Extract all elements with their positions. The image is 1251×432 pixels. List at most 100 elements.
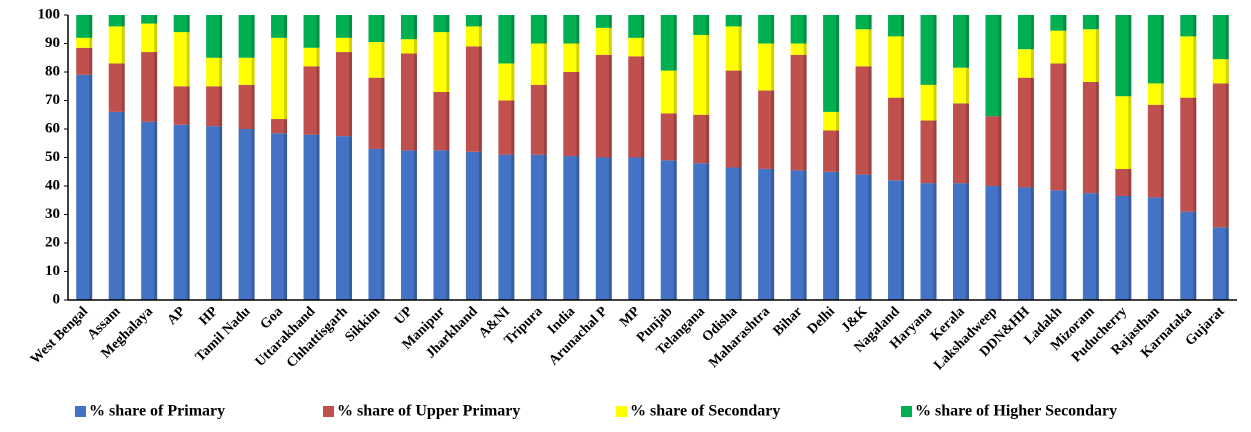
bar-segment-shade (316, 15, 320, 48)
bar-segment-shade (706, 15, 710, 35)
bar-segment (400, 15, 417, 40)
y-tick-label: 30 (45, 206, 60, 222)
bar-segment (855, 174, 872, 300)
bar-segment-shade (413, 150, 417, 300)
bar-segment (238, 57, 255, 85)
bar-segment-shade (154, 23, 158, 53)
bar-segment-shade (1193, 15, 1197, 37)
x-tick-label: MP (617, 304, 643, 330)
bar-segment-shade (186, 86, 190, 125)
bar-segment-shade (1030, 15, 1034, 50)
bar-segment (725, 26, 742, 71)
bar-segment (920, 84, 937, 121)
bar-segment (336, 37, 353, 53)
bar-segment (725, 15, 742, 27)
bar-segment-shade (284, 119, 288, 134)
bar-segment-shade (1063, 190, 1067, 300)
bar-segment-shade (1095, 15, 1099, 30)
bar-segment (985, 186, 1002, 300)
bar-segment-shade (1063, 15, 1067, 31)
bar-segment (660, 160, 677, 300)
bar-segment-shade (965, 183, 969, 300)
bar-segment-shade (511, 63, 515, 101)
bar-segment-shade (1128, 195, 1132, 300)
bar-segment (238, 129, 255, 300)
x-tick-label: UP (392, 304, 416, 328)
bar-segment (530, 84, 547, 155)
bar-segment (433, 150, 450, 300)
bar-segment (628, 157, 645, 300)
bar-segment (823, 130, 840, 172)
x-tick-label: Bihar (771, 304, 806, 339)
bar-segment (660, 15, 677, 71)
bar-segment (693, 15, 710, 35)
bar-segment (920, 15, 937, 85)
bar-segment-shade (446, 91, 450, 151)
bar-segment-shade (868, 29, 872, 67)
bar-segment (108, 15, 125, 27)
bar-segment-shade (251, 84, 255, 129)
bar-segment (693, 163, 710, 300)
bar-segment (173, 32, 190, 87)
y-tick-label: 90 (45, 35, 60, 51)
legend-swatch (616, 406, 627, 417)
bar-segment (758, 90, 775, 169)
bar-segment-shade (284, 15, 288, 38)
bar-segment-shade (1095, 29, 1099, 82)
bar-segment-shade (933, 183, 937, 300)
bar-segment-shade (738, 70, 742, 168)
bar-segment (498, 100, 515, 155)
bar-segment-shade (219, 126, 223, 301)
bar-segment (1017, 187, 1034, 300)
bar-segment-shade (1030, 187, 1034, 300)
bar-segment-shade (738, 167, 742, 300)
bar-segment-shade (933, 84, 937, 121)
bar-segment-shade (576, 15, 580, 44)
bar-segment (368, 77, 385, 149)
bar-segment-shade (121, 111, 125, 301)
bar-segment (76, 74, 93, 300)
bar-segment-shade (576, 43, 580, 72)
bar-segment-shade (641, 56, 645, 158)
bar-segment (76, 15, 93, 38)
bar-segment-shade (1030, 49, 1034, 78)
x-tick-label: Goa (258, 304, 286, 332)
bar-segment (336, 136, 353, 300)
y-tick-label: 100 (38, 6, 61, 22)
x-tick-label: West Bengal (28, 304, 91, 367)
bar-segment-shade (251, 129, 255, 300)
bar-segment (1147, 197, 1164, 300)
bar-segment (1115, 15, 1132, 97)
bar-segment-shade (1160, 83, 1164, 105)
bar-segment (952, 183, 969, 300)
bar-segment (660, 113, 677, 161)
bar-segment (400, 39, 417, 54)
bar-segment-shade (673, 70, 677, 114)
bar-segment-shade (381, 77, 385, 149)
bar-segment (823, 15, 840, 112)
legend-swatch (323, 406, 334, 417)
bar-segment (173, 124, 190, 300)
bar-segment-shade (998, 15, 1002, 117)
bar-segment-shade (1128, 15, 1132, 97)
bar-segment (693, 114, 710, 164)
bar-segment-shade (608, 15, 612, 28)
bar-segment-shade (673, 15, 677, 71)
bar-segment-shade (413, 39, 417, 54)
legend-swatch (75, 406, 86, 417)
bar-segment (303, 47, 320, 67)
bar-segment-shade (608, 157, 612, 300)
bar-segment-shade (836, 171, 840, 300)
bar-segment-shade (933, 120, 937, 184)
bar-segment (141, 121, 158, 300)
bar-segment (173, 15, 190, 33)
bar-segment-shade (1063, 30, 1067, 64)
bar-segment (530, 43, 547, 85)
x-tick-label: AP (165, 304, 189, 328)
legend-label: % share of Upper Primary (337, 403, 520, 420)
bar-segment (758, 15, 775, 44)
bar-segment-shade (1160, 104, 1164, 198)
y-tick-label: 70 (45, 92, 60, 108)
bar-segment (1115, 96, 1132, 169)
